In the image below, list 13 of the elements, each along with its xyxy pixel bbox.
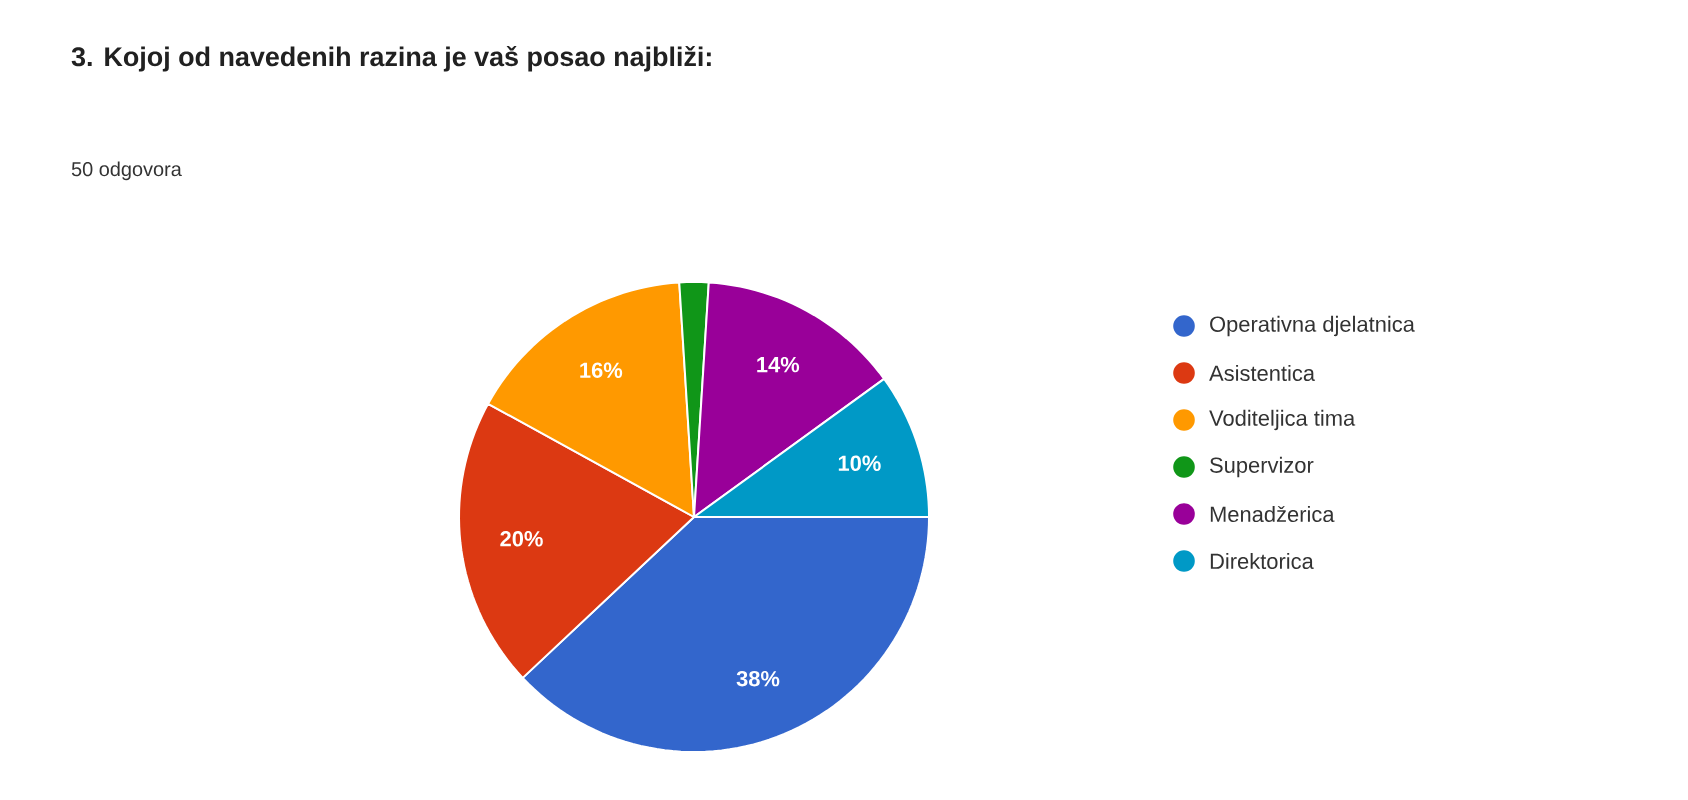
chart-title: 3. Kojoj od navedenih razina je vaš posao najbliži: bbox=[71, 45, 711, 72]
legend-label: Voditeljica tima bbox=[1209, 409, 1356, 431]
data-label: 16% bbox=[580, 362, 623, 378]
data-label: 38% bbox=[736, 670, 780, 687]
data-label: 10% bbox=[838, 455, 881, 472]
data-label: 20% bbox=[500, 531, 543, 547]
data-label: 14% bbox=[757, 356, 800, 373]
legend-label: Asistentica bbox=[1209, 364, 1316, 382]
legend-label: Supervizor bbox=[1210, 456, 1314, 478]
legend-label: Operativna djelatnica bbox=[1210, 315, 1415, 337]
text: 50 odgovora bbox=[71, 161, 182, 181]
legend-label: Menadžerica bbox=[1210, 505, 1335, 523]
legend-label: Direktorica bbox=[1210, 552, 1314, 570]
